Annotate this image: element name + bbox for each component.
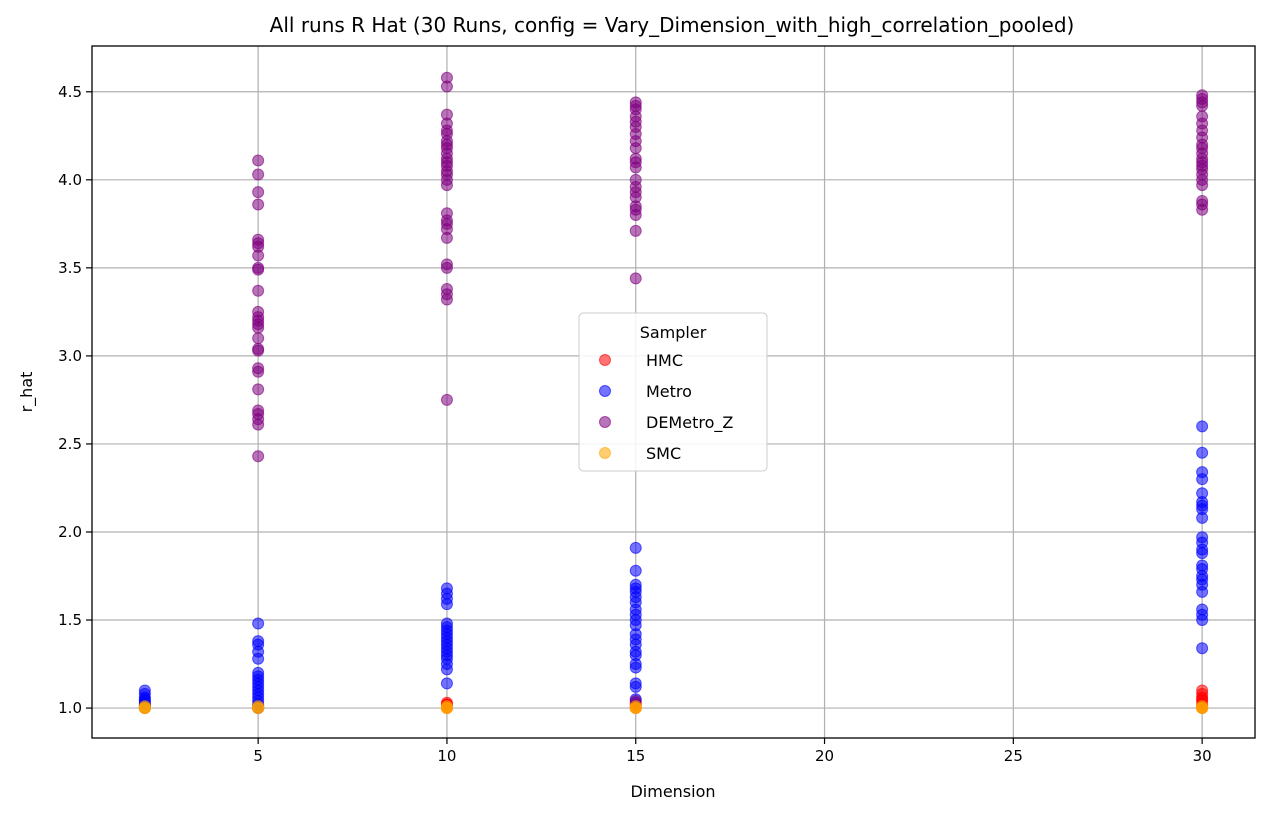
data-point (252, 198, 265, 211)
data-point (252, 261, 265, 274)
data-point (252, 666, 265, 679)
y-tick-label: 4.5 (58, 83, 82, 101)
data-point (629, 96, 642, 109)
data-point (138, 684, 151, 697)
data-point (629, 224, 642, 237)
data-point (252, 404, 265, 417)
x-tick-label: 20 (815, 747, 834, 765)
data-point (629, 152, 642, 165)
legend-box (578, 312, 768, 472)
data-point (440, 700, 453, 713)
legend-entry: DEMetro_Z (646, 413, 733, 433)
legend-title: Sampler (640, 323, 707, 342)
legend-entry: HMC (646, 351, 683, 370)
data-point (629, 564, 642, 577)
chart-title: All runs R Hat (30 Runs, config = Vary_D… (270, 13, 1075, 37)
data-point (252, 700, 265, 713)
data-point (629, 541, 642, 554)
y-tick-label: 3.5 (58, 259, 82, 277)
data-point (252, 635, 265, 648)
data-point (1196, 700, 1209, 713)
data-point (1196, 559, 1209, 572)
legend-marker (599, 354, 611, 366)
data-point (440, 393, 453, 406)
data-point (1196, 531, 1209, 544)
data-point (252, 154, 265, 167)
data-point (440, 582, 453, 595)
x-tick-label: 5 (253, 747, 263, 765)
data-point (252, 233, 265, 246)
legend-marker (599, 447, 611, 459)
data-point (629, 578, 642, 591)
x-tick-label: 25 (1004, 747, 1023, 765)
data-point (252, 362, 265, 375)
y-tick-label: 1.5 (58, 611, 82, 629)
y-axis-label: r_hat (17, 372, 37, 413)
data-point (440, 617, 453, 630)
data-point (629, 700, 642, 713)
data-point (252, 332, 265, 345)
x-tick-label: 10 (437, 747, 456, 765)
data-point (629, 677, 642, 690)
data-point (252, 450, 265, 463)
series-smc (138, 700, 1209, 715)
data-point (1196, 642, 1209, 655)
data-point (440, 207, 453, 220)
axis-ticks: 5 10 15 20 25 30 1.0 1.5 2.0 2.5 3.0 3.5 4.0 4.5 (58, 83, 1212, 765)
x-tick-label: 30 (1193, 747, 1212, 765)
data-point (1196, 420, 1209, 433)
legend-marker (599, 416, 611, 428)
data-point (440, 71, 453, 84)
series-hmc (138, 684, 1209, 715)
y-tick-label: 2.5 (58, 435, 82, 453)
legend-entry: Metro (646, 382, 692, 401)
data-point (252, 186, 265, 199)
data-point (1196, 466, 1209, 479)
data-point (252, 383, 265, 396)
data-point (1196, 684, 1209, 697)
y-tick-label: 3.0 (58, 347, 82, 365)
y-tick-label: 2.0 (58, 523, 82, 541)
y-tick-label: 4.0 (58, 171, 82, 189)
x-tick-label: 15 (626, 747, 645, 765)
data-point (1196, 110, 1209, 123)
data-points (138, 71, 1209, 715)
data-point (440, 258, 453, 271)
data-point (1196, 446, 1209, 459)
x-axis-label: Dimension (630, 782, 715, 801)
data-point (1196, 487, 1209, 500)
data-point (440, 677, 453, 690)
plot-frame (91, 45, 1256, 739)
data-point (252, 284, 265, 297)
data-point (440, 282, 453, 295)
data-point (1196, 89, 1209, 102)
data-point (252, 617, 265, 630)
legend-entry: SMC (646, 444, 681, 463)
data-point (1196, 194, 1209, 207)
y-tick-label: 1.0 (58, 699, 82, 717)
legend-marker (599, 385, 611, 397)
data-point (252, 342, 265, 355)
data-point (138, 702, 151, 715)
data-point (440, 108, 453, 121)
legend: Sampler HMC Metro DEMetro_Z SMC (578, 312, 768, 472)
data-point (252, 305, 265, 318)
data-point (252, 168, 265, 181)
data-point (629, 173, 642, 186)
series-demetro-z (252, 71, 1209, 463)
data-point (1196, 603, 1209, 616)
data-point (629, 272, 642, 285)
